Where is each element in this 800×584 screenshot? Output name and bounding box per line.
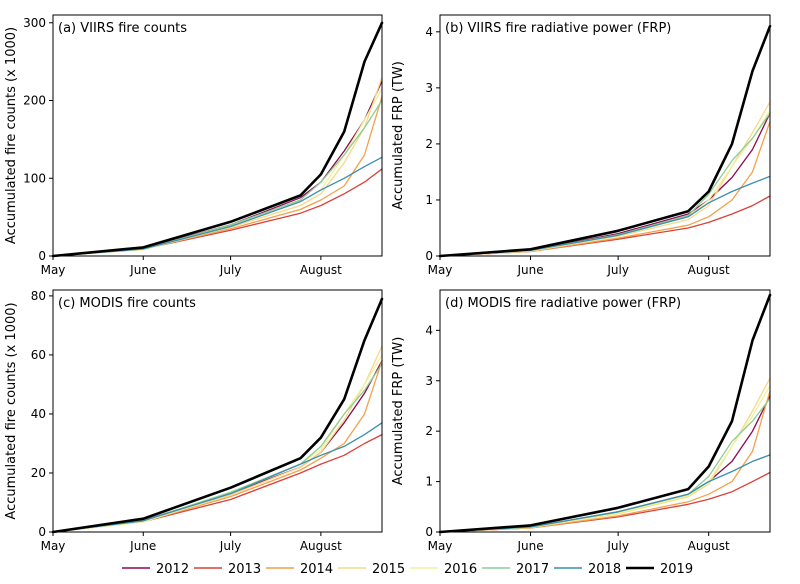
- series-line-2014: [439, 120, 771, 257]
- x-tick-label: July: [606, 539, 629, 553]
- legend-label: 2019: [660, 562, 693, 577]
- series-line-2013: [439, 195, 771, 257]
- legend-label: 2013: [228, 562, 261, 577]
- y-tick-label: 3: [425, 81, 433, 95]
- y-tick-label: 1: [425, 193, 433, 207]
- y-tick-label: 40: [31, 407, 46, 421]
- y-tick-label: 1: [425, 475, 433, 489]
- series-line-2017: [52, 363, 383, 533]
- y-tick-label: 0: [425, 249, 433, 263]
- series-line-2018: [52, 156, 383, 257]
- y-tick-label: 4: [425, 25, 433, 39]
- x-tick-label: August: [300, 263, 342, 277]
- y-tick-label: 4: [425, 323, 433, 337]
- y-tick-label: 20: [31, 466, 46, 480]
- series-line-2018: [52, 422, 383, 533]
- series-line-2015: [439, 377, 771, 533]
- legend: 2012 2013 2014 2015 2016 2017 2018 2019: [122, 562, 693, 577]
- panel-1: 0 1 2 3 4 May June July August (b) VIIRS fire rad…: [391, 14, 772, 277]
- y-axis-label: Accumulated fire counts (x 1000): [4, 27, 19, 244]
- y-tick-label: 3: [425, 374, 433, 388]
- series-line-2019: [438, 293, 772, 534]
- x-tick-label: May: [428, 539, 453, 553]
- y-tick-label: 60: [31, 348, 46, 362]
- x-tick-label: May: [41, 539, 66, 553]
- legend-entry-2019: 2019: [626, 562, 693, 577]
- plot-frame: [439, 14, 771, 257]
- legend-entry-2013: 2013: [194, 562, 261, 577]
- y-tick-label: 0: [38, 249, 46, 263]
- panel-title: (c) MODIS fire counts: [58, 296, 196, 311]
- legend-entry-2017: 2017: [482, 562, 549, 577]
- y-tick-label: 80: [31, 289, 46, 303]
- legend-entry-2015: 2015: [338, 562, 405, 577]
- legend-entry-2016: 2016: [410, 562, 477, 577]
- panel-title: (a) VIIRS fire counts: [58, 21, 187, 36]
- series-line-2016: [52, 354, 383, 533]
- series-line-2013: [52, 433, 383, 533]
- y-tick-label: 100: [23, 171, 46, 185]
- y-tick-label: 200: [23, 94, 46, 108]
- y-tick-label: 300: [23, 16, 46, 30]
- y-tick-label: 0: [38, 525, 46, 539]
- x-tick-label: July: [219, 263, 242, 277]
- series-line-2014: [52, 360, 383, 533]
- panel-title: (d) MODIS fire radiative power (FRP): [445, 296, 681, 311]
- x-tick-label: May: [428, 263, 453, 277]
- panel-0: 0 100 200 300 May June July August (a) VIIRS fir…: [4, 14, 384, 277]
- legend-label: 2014: [300, 562, 333, 577]
- x-tick-label: May: [41, 263, 66, 277]
- plot-frame: [52, 289, 383, 533]
- series-line-2013: [52, 168, 383, 257]
- panel-2: 0 20 40 60 80 May June July August (c) MODIS fire…: [4, 289, 384, 553]
- y-tick-label: 0: [425, 525, 433, 539]
- x-tick-label: June: [516, 263, 543, 277]
- series-line-2013: [439, 471, 771, 533]
- y-tick-label: 2: [425, 137, 433, 151]
- legend-entry-2018: 2018: [554, 562, 621, 577]
- legend-label: 2015: [372, 562, 405, 577]
- series-line-2019: [438, 24, 772, 258]
- panel-3: 0 1 2 3 4 May June July August (d) MODIS fire rad…: [391, 289, 772, 553]
- y-axis-label: Accumulated FRP (TW): [391, 337, 406, 486]
- series-line-2015: [52, 345, 383, 533]
- series-line-2014: [439, 390, 771, 533]
- y-tick-label: 2: [425, 424, 433, 438]
- legend-entry-2014: 2014: [266, 562, 333, 577]
- series-line-2012: [52, 360, 383, 533]
- x-tick-label: July: [606, 263, 629, 277]
- y-axis-label: Accumulated fire counts (x 1000): [4, 302, 19, 519]
- x-tick-label: August: [300, 539, 342, 553]
- x-tick-label: July: [219, 539, 242, 553]
- plot-frame: [52, 14, 383, 257]
- x-tick-label: August: [688, 263, 730, 277]
- x-tick-label: June: [129, 263, 156, 277]
- series-line-2019: [51, 21, 384, 258]
- legend-label: 2016: [444, 562, 477, 577]
- legend-entry-2012: 2012: [122, 562, 189, 577]
- legend-label: 2018: [588, 562, 621, 577]
- legend-label: 2012: [156, 562, 189, 577]
- y-axis-label: Accumulated FRP (TW): [391, 61, 406, 210]
- legend-label: 2017: [516, 562, 549, 577]
- series-line-2018: [439, 454, 771, 533]
- plot-frame: [439, 289, 771, 533]
- x-tick-label: June: [516, 539, 543, 553]
- series-line-2019: [51, 297, 384, 534]
- series-line-2018: [439, 175, 771, 257]
- series-line-2014: [52, 95, 383, 257]
- panel-title: (b) VIIRS fire radiative power (FRP): [445, 21, 671, 36]
- x-tick-label: June: [129, 539, 156, 553]
- x-tick-label: August: [688, 539, 730, 553]
